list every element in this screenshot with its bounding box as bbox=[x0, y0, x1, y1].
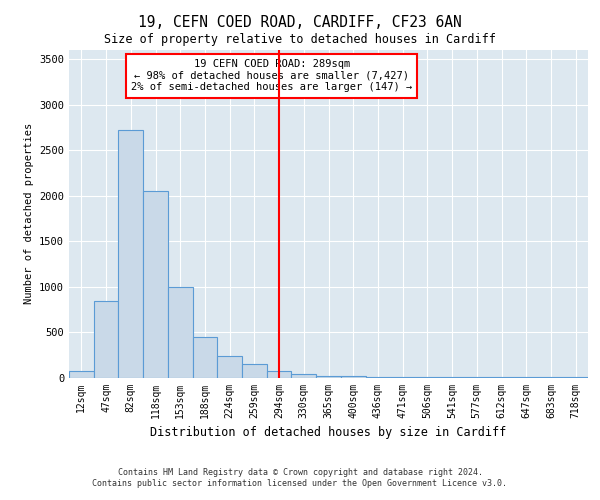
Bar bbox=[316, 376, 341, 378]
Bar bbox=[242, 364, 267, 378]
Bar bbox=[267, 371, 292, 378]
Bar bbox=[415, 377, 440, 378]
Bar bbox=[143, 191, 168, 378]
Bar bbox=[69, 371, 94, 378]
Bar bbox=[365, 376, 390, 378]
Bar bbox=[390, 376, 415, 378]
Text: Size of property relative to detached houses in Cardiff: Size of property relative to detached ho… bbox=[104, 32, 496, 46]
Bar bbox=[217, 356, 242, 378]
Bar bbox=[94, 301, 118, 378]
Y-axis label: Number of detached properties: Number of detached properties bbox=[23, 123, 34, 304]
Bar bbox=[118, 130, 143, 378]
Text: Contains HM Land Registry data © Crown copyright and database right 2024.
Contai: Contains HM Land Registry data © Crown c… bbox=[92, 468, 508, 487]
Text: 19, CEFN COED ROAD, CARDIFF, CF23 6AN: 19, CEFN COED ROAD, CARDIFF, CF23 6AN bbox=[138, 15, 462, 30]
Bar bbox=[168, 286, 193, 378]
Bar bbox=[193, 336, 217, 378]
Bar bbox=[292, 374, 316, 378]
X-axis label: Distribution of detached houses by size in Cardiff: Distribution of detached houses by size … bbox=[151, 426, 506, 439]
Bar bbox=[341, 376, 365, 378]
Text: 19 CEFN COED ROAD: 289sqm
← 98% of detached houses are smaller (7,427)
2% of sem: 19 CEFN COED ROAD: 289sqm ← 98% of detac… bbox=[131, 59, 412, 92]
